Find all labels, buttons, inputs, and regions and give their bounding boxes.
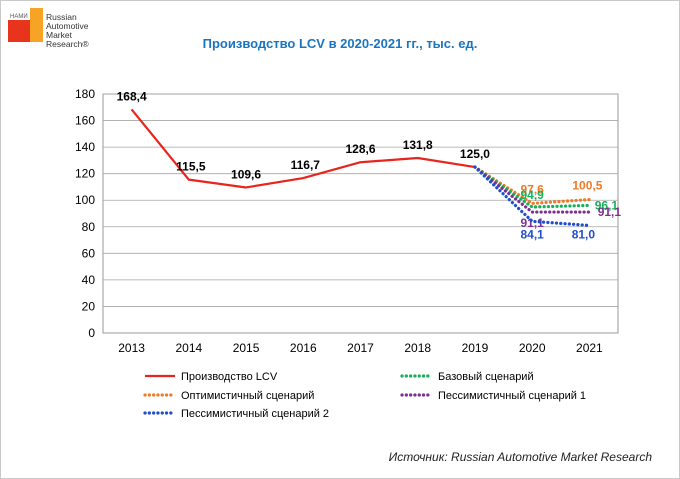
chart-title: Производство LCV в 2020-2021 гг., тыс. е… — [202, 36, 478, 51]
data-label: 100,5 — [572, 179, 602, 193]
logo-red-square — [8, 20, 30, 42]
y-tick-label: 180 — [75, 87, 95, 101]
x-tick-label: 2013 — [118, 341, 145, 355]
x-tick-label: 2016 — [290, 341, 317, 355]
legend-label: Пессимистичный сценарий 1 — [438, 390, 586, 402]
x-tick-label: 2020 — [519, 341, 546, 355]
x-tick-label: 2018 — [404, 341, 431, 355]
data-label: 128,6 — [345, 142, 375, 156]
data-label: 81,0 — [572, 227, 596, 241]
logo-brand-text: Russian Automotive Market Research® — [46, 12, 89, 49]
series-line-2 — [473, 165, 591, 209]
data-label: 109,6 — [231, 167, 261, 181]
x-tick-label: 2014 — [175, 341, 202, 355]
data-label: 96,1 — [595, 198, 619, 212]
data-label: 94,9 — [520, 188, 544, 202]
source-note: Источник: Russian Automotive Market Rese… — [388, 450, 652, 464]
y-tick-label: 60 — [82, 246, 96, 260]
series-line-3 — [473, 165, 591, 214]
y-tick-label: 20 — [82, 299, 96, 313]
y-tick-label: 140 — [75, 140, 95, 154]
data-label: 115,5 — [176, 160, 206, 174]
x-tick-label: 2015 — [233, 341, 260, 355]
logo-orange-bar — [30, 8, 43, 42]
data-label: 125,0 — [460, 147, 490, 161]
legend-label: Пессимистичный сценарий 2 — [181, 408, 329, 420]
y-tick-label: 40 — [82, 273, 96, 287]
legend-label: Базовый сценарий — [438, 371, 534, 383]
data-label: 91,1 — [520, 216, 544, 230]
y-tick-label: 160 — [75, 114, 95, 128]
data-label: 91,1 — [598, 205, 622, 219]
x-tick-label: 2017 — [347, 341, 374, 355]
y-tick-label: 100 — [75, 193, 95, 207]
data-label: 116,7 — [291, 158, 321, 172]
legend-label: Производство LCV — [181, 371, 278, 383]
series-line-0 — [130, 108, 476, 189]
y-tick-label: 120 — [75, 167, 95, 181]
data-label: 84,1 — [520, 227, 544, 241]
data-label: 168,4 — [117, 89, 147, 103]
x-tick-label: 2021 — [576, 341, 603, 355]
series-line-4 — [473, 165, 591, 228]
company-logo: НАМИ Russian Automotive Market Research® — [8, 8, 98, 68]
y-tick-label: 80 — [82, 220, 96, 234]
legend-label: Оптимистичный сценарий — [181, 390, 314, 402]
x-tick-label: 2019 — [462, 341, 489, 355]
y-tick-label: 0 — [88, 326, 95, 340]
data-label: 97,6 — [520, 182, 544, 196]
logo-nami-text: НАМИ — [10, 14, 28, 20]
data-label: 131,8 — [403, 138, 433, 152]
